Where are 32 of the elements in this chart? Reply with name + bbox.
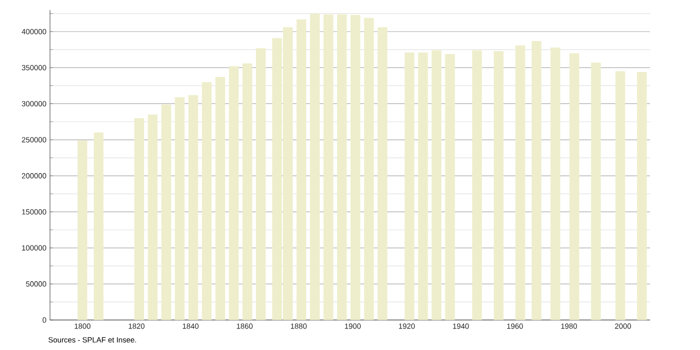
bar bbox=[515, 45, 526, 320]
bar bbox=[445, 54, 455, 320]
bar bbox=[550, 47, 560, 320]
bar bbox=[569, 53, 580, 320]
bar bbox=[324, 14, 334, 320]
bar bbox=[94, 132, 104, 320]
bar bbox=[242, 63, 252, 320]
bar bbox=[418, 52, 428, 320]
bar bbox=[494, 51, 504, 320]
bar bbox=[134, 118, 144, 320]
bar bbox=[215, 77, 226, 320]
bar bbox=[404, 52, 414, 320]
bar bbox=[148, 114, 158, 320]
bar bbox=[350, 15, 360, 320]
bar bbox=[296, 19, 306, 320]
bar bbox=[256, 48, 266, 320]
bar bbox=[532, 40, 542, 320]
bar bbox=[637, 72, 647, 320]
bar bbox=[310, 14, 320, 320]
bar bbox=[337, 14, 347, 320]
bar bbox=[78, 140, 88, 320]
bar bbox=[615, 71, 626, 320]
bar bbox=[378, 27, 388, 320]
bar bbox=[472, 50, 482, 320]
bar bbox=[188, 95, 198, 320]
bar bbox=[432, 50, 442, 320]
bar bbox=[174, 97, 185, 320]
bar bbox=[161, 104, 172, 320]
bar bbox=[364, 18, 374, 320]
bar bbox=[202, 82, 212, 320]
bar bbox=[228, 66, 239, 320]
bar bbox=[591, 62, 601, 320]
